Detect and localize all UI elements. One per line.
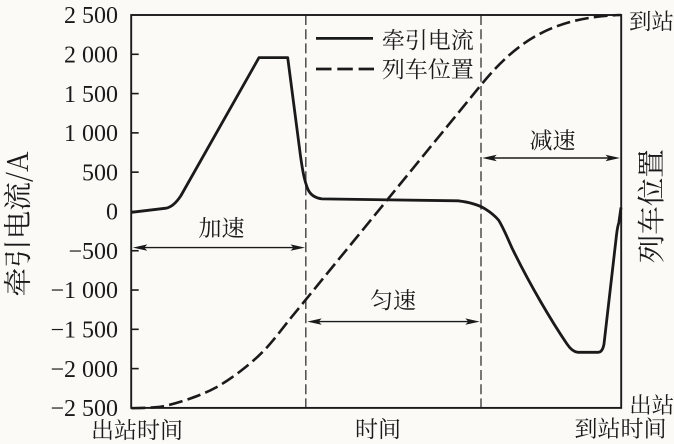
svg-text:1 000: 1 000 bbox=[64, 121, 118, 147]
svg-text:−500: −500 bbox=[68, 239, 118, 265]
svg-text:−1 500: −1 500 bbox=[50, 318, 118, 344]
svg-text:−2 000: −2 000 bbox=[50, 357, 118, 383]
svg-text:500: 500 bbox=[82, 160, 118, 186]
svg-text:0: 0 bbox=[106, 200, 118, 226]
svg-text:2 000: 2 000 bbox=[64, 43, 118, 69]
svg-text:2 500: 2 500 bbox=[64, 3, 118, 29]
svg-text:−2 500: −2 500 bbox=[50, 396, 118, 422]
svg-text:−1 000: −1 000 bbox=[50, 278, 118, 304]
svg-text:1 500: 1 500 bbox=[64, 82, 118, 108]
